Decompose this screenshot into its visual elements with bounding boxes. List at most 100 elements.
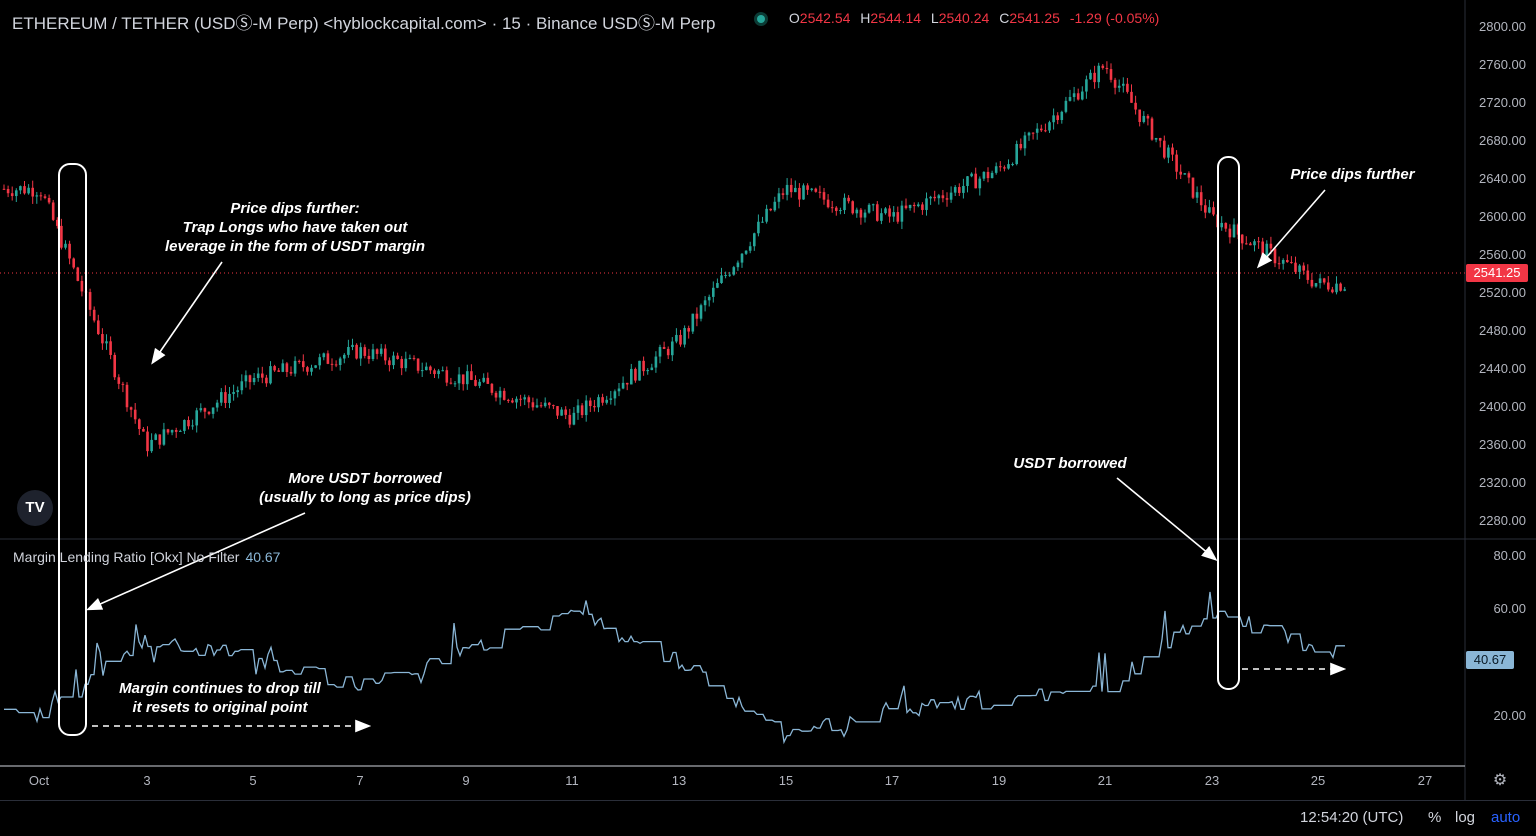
- candle-body: [584, 400, 588, 416]
- close-label: C: [999, 10, 1010, 26]
- candle-body: [457, 374, 461, 384]
- candle-body: [441, 370, 444, 372]
- candle-body: [1261, 241, 1264, 257]
- tradingview-logo[interactable]: TV: [17, 490, 53, 526]
- candle-body: [851, 201, 854, 214]
- candle-body: [908, 204, 912, 209]
- percent-scale-toggle[interactable]: %: [1428, 809, 1442, 826]
- candle-body: [363, 347, 367, 356]
- candle-body: [355, 344, 358, 359]
- candle-body: [945, 198, 949, 200]
- indicator-title: Margin Lending Ratio [Okx] No Filter: [13, 549, 240, 565]
- candle-body: [1240, 234, 1244, 244]
- candle-body: [113, 354, 116, 378]
- time-tick: Oct: [28, 773, 50, 788]
- candle-body: [297, 360, 301, 362]
- candle-body: [560, 409, 563, 416]
- candle-body: [601, 397, 604, 403]
- ohlc-readout: O2542.54 H2544.14 L2540.24 C2541.25 -1.2…: [757, 10, 1165, 26]
- log-scale-toggle[interactable]: log: [1455, 809, 1476, 826]
- candle-body: [1187, 173, 1191, 178]
- candle-body: [835, 207, 838, 211]
- candle-body: [888, 208, 891, 217]
- candle-body: [1158, 137, 1162, 141]
- candle-body: [1204, 205, 1207, 213]
- annotation-price-dip-2: Price dips further: [1290, 166, 1415, 183]
- time-tick: 9: [462, 773, 470, 788]
- symbol-title[interactable]: ETHEREUM / TETHER (USDⓈ-M Perp) <hyblock…: [12, 14, 716, 33]
- candle-body: [1142, 115, 1146, 122]
- candle-body: [753, 233, 756, 247]
- candle-body: [474, 379, 477, 386]
- candle-body: [1253, 241, 1256, 246]
- candle-body: [338, 358, 342, 365]
- candle-body: [425, 366, 428, 371]
- candle-body: [1171, 147, 1174, 155]
- candle-body: [371, 349, 375, 360]
- candle-body: [580, 405, 584, 416]
- time-tick: 5: [249, 773, 257, 788]
- candle-body: [650, 367, 654, 371]
- candle-body: [1093, 72, 1096, 83]
- candle-body: [970, 173, 973, 177]
- candle-body: [384, 348, 387, 361]
- candle-body: [388, 360, 391, 366]
- candle-body: [1306, 270, 1310, 280]
- candle-body: [56, 219, 59, 226]
- candle-body: [392, 355, 395, 366]
- indicator-legend[interactable]: Margin Lending Ratio [Okx] No Filter 40.6…: [13, 549, 280, 565]
- candle-body: [47, 197, 51, 203]
- candle-body: [703, 300, 707, 306]
- low-label: L: [930, 10, 939, 26]
- candle-body: [281, 363, 285, 372]
- low-value: 2540.24: [938, 10, 990, 26]
- candle-body: [220, 392, 223, 403]
- chart-canvas[interactable]: [0, 0, 1536, 800]
- candle-body: [1072, 93, 1076, 98]
- candle-body: [777, 193, 781, 202]
- candle-body: [400, 358, 403, 369]
- candle-body: [876, 204, 879, 221]
- margin-ratio-line: [4, 591, 1345, 745]
- candle-body: [228, 393, 231, 403]
- candle-body: [613, 391, 617, 399]
- candle-body: [818, 191, 822, 193]
- candle-body: [162, 429, 166, 445]
- candle-body: [990, 172, 994, 179]
- candle-body: [486, 377, 490, 384]
- candle-body: [794, 187, 797, 193]
- candle-body: [35, 195, 39, 197]
- market-status-icon: [757, 15, 765, 23]
- candle-body: [1109, 69, 1113, 80]
- candle-body: [933, 196, 936, 199]
- candle-body: [433, 370, 436, 375]
- candle-body: [248, 375, 252, 383]
- candle-body: [1007, 164, 1010, 169]
- price-tick: 2360.00: [1479, 437, 1526, 452]
- candle-body: [1023, 135, 1027, 149]
- candle-body: [437, 370, 440, 375]
- candle-body: [707, 296, 711, 301]
- candle-body: [27, 187, 30, 194]
- candle-body: [597, 397, 600, 408]
- auto-scale-toggle[interactable]: auto: [1491, 809, 1521, 826]
- candle-body: [1122, 83, 1125, 86]
- gear-icon[interactable]: ⚙: [1492, 772, 1508, 789]
- candle-body: [691, 313, 695, 332]
- candle-body: [347, 347, 350, 355]
- candle-body: [494, 392, 498, 398]
- utc-clock[interactable]: 12:54:20 (UTC): [1300, 809, 1404, 826]
- open-value: 2542.54: [799, 10, 851, 26]
- annotation-line: leverage in the form of USDT margin: [164, 238, 426, 255]
- candle-body: [974, 173, 977, 189]
- candle-body: [921, 204, 924, 210]
- candle-body: [744, 250, 748, 254]
- candle-body: [416, 358, 420, 371]
- candle-body: [683, 328, 686, 345]
- candle-body: [617, 388, 621, 392]
- candle-body: [261, 373, 264, 378]
- price-tick: 2720.00: [1479, 95, 1526, 110]
- candle-body: [1138, 109, 1141, 122]
- candle-body: [867, 204, 871, 213]
- candle-body: [326, 353, 330, 364]
